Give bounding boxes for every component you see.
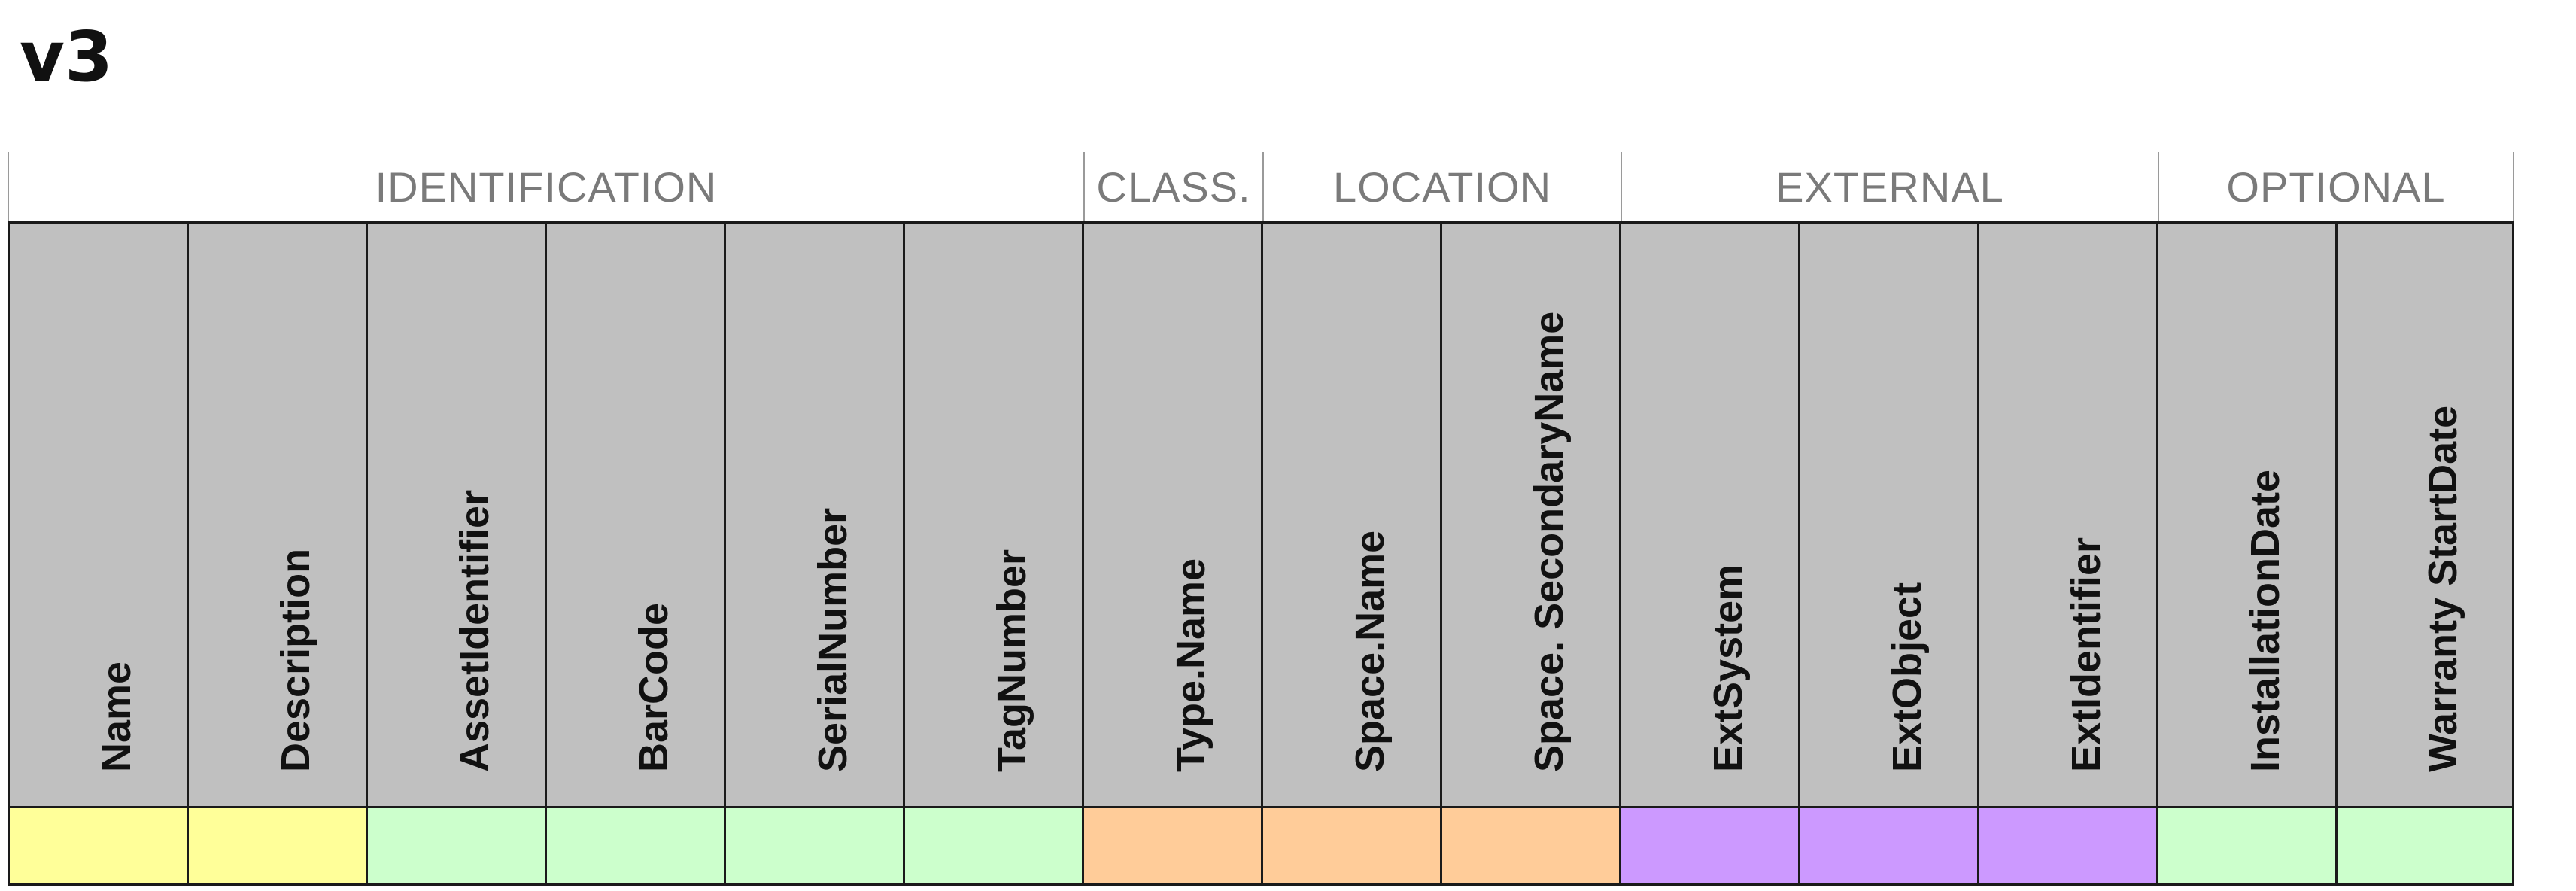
group-external: EXTERNAL [1621,152,2158,221]
column-label: ExtSystem [1705,564,1751,772]
column-label: SerialNumber [810,507,855,772]
column-header-barcode: BarCode [545,221,726,808]
cell-barcode[interactable] [545,806,726,886]
group-identification: IDENTIFICATION [8,152,1083,221]
group-location: LOCATION [1262,152,1621,221]
column-header-extsystem: ExtSystem [1619,221,1800,808]
column-header-tagnumber: TagNumber [903,221,1084,808]
column-label: Space.Name [1347,530,1393,772]
group-classification: CLASS. [1083,152,1262,221]
column-label: Type.Name [1168,558,1214,772]
column-header-type-name: Type.Name [1082,221,1263,808]
column-header-extobject: ExtObject [1798,221,1979,808]
page-title: v3 [20,17,113,97]
column-header-space-secondaryname: Space. SecondaryName [1440,221,1621,808]
column-label: ExtObject [1884,582,1930,772]
column-label: Description [272,548,318,772]
column-header-extidentifier: ExtIdentifier [1977,221,2158,808]
group-optional: OPTIONAL [2158,152,2514,221]
cell-serialnumber[interactable] [724,806,905,886]
column-label: BarCode [630,602,676,772]
column-label: Warranty StartDate [2420,405,2465,772]
cell-name[interactable] [8,806,189,886]
column-label: Space. SecondaryName [1526,311,1572,772]
column-header-installationdate: InstallationDate [2156,221,2338,808]
column-label: TagNumber [989,549,1034,772]
column-header-warrantystartdate: Warranty StartDate [2335,221,2514,808]
cell-space-name[interactable] [1261,806,1442,886]
cell-extsystem[interactable] [1619,806,1800,886]
column-label: AssetIdentifier [451,489,497,772]
cell-tagnumber[interactable] [903,806,1084,886]
cell-installationdate[interactable] [2156,806,2338,886]
cell-description[interactable] [187,806,368,886]
column-label: ExtIdentifier [2063,537,2109,772]
cell-type-name[interactable] [1082,806,1263,886]
field-layout-table: IDENTIFICATION CLASS. LOCATION EXTERNAL … [8,0,2514,891]
cell-space-secondaryname[interactable] [1440,806,1621,886]
column-header-name: Name [8,221,189,808]
column-header-space-name: Space.Name [1261,221,1442,808]
cell-assetidentifier[interactable] [366,806,547,886]
column-header-description: Description [187,221,368,808]
column-header-serialnumber: SerialNumber [724,221,905,808]
cell-extidentifier[interactable] [1977,806,2158,886]
cell-warrantystartdate[interactable] [2335,806,2514,886]
column-label: InstallationDate [2242,469,2288,772]
cell-extobject[interactable] [1798,806,1979,886]
column-label: Name [93,661,139,772]
column-header-assetidentifier: AssetIdentifier [366,221,547,808]
